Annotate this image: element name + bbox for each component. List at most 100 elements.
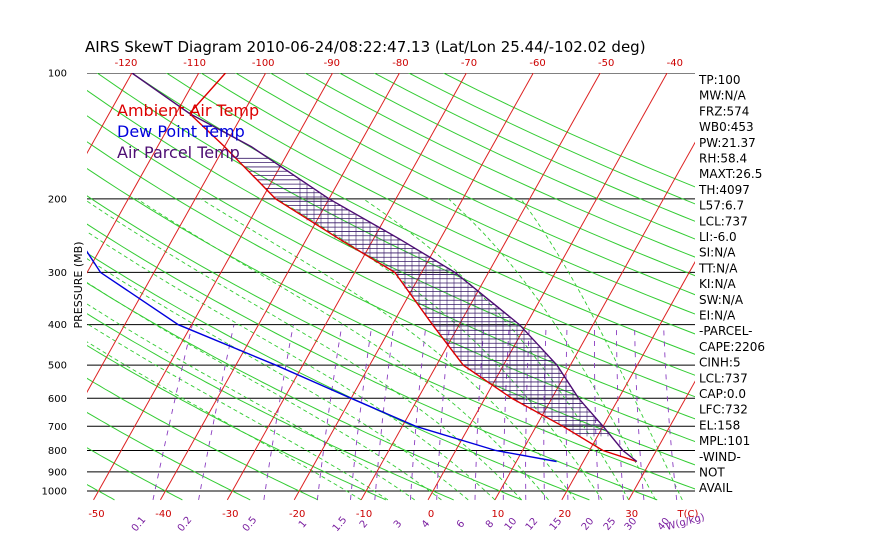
series-line-2 <box>87 250 557 463</box>
mixing-ratio-line <box>543 324 547 500</box>
moist-adiabat <box>87 323 389 501</box>
stat-line: -PARCEL- <box>699 324 753 338</box>
series-line-3 <box>131 73 638 463</box>
mixing-ratio-line <box>594 324 600 500</box>
stat-line: LCL:737 <box>699 371 748 385</box>
mixing-ratio-line <box>350 324 373 500</box>
pressure-tick-label: 1000 <box>42 487 67 498</box>
mixing-ratio-tick-label: 4 <box>420 518 433 530</box>
mixing-ratio-line <box>615 324 624 500</box>
stat-line: TT:N/A <box>698 261 738 275</box>
stat-line: LI:-6.0 <box>699 230 737 244</box>
stat-line: PW:21.37 <box>699 136 756 150</box>
legend-entry-1: Ambient Air Temp <box>117 101 259 120</box>
dry-adiabat <box>166 73 695 335</box>
isotherm <box>293 73 534 501</box>
moist-adiabat <box>87 231 496 501</box>
mixing-ratio-line <box>436 324 451 500</box>
top-temp-tick-label: -80 <box>392 58 408 69</box>
stat-line: FRZ:574 <box>699 104 749 118</box>
mixing-ratio-line <box>565 324 569 500</box>
y-axis-label: PRESSURE (MB) <box>72 242 85 329</box>
mixing-ratio-line <box>374 324 395 500</box>
stat-line: MAXT:26.5 <box>699 167 762 181</box>
mixing-ratio-line <box>263 324 294 500</box>
series-line-1 <box>188 73 638 463</box>
stat-line: SI:N/A <box>699 246 736 260</box>
dry-adiabat <box>87 344 387 501</box>
moist-adiabat <box>87 341 362 501</box>
legend-entry-2: Dew Point Temp <box>117 122 245 141</box>
stat-line: AVAIL <box>699 481 733 495</box>
stat-line: KI:N/A <box>699 277 736 291</box>
legend: Ambient Air Temp Dew Point Temp Air Parcel… <box>117 101 259 162</box>
isotherm <box>87 73 267 394</box>
mixing-ratio-line <box>502 324 510 500</box>
stat-line: LFC:732 <box>699 403 748 417</box>
isotherm <box>226 73 467 501</box>
top-temp-tick-label: -60 <box>529 58 545 69</box>
isotherm <box>494 141 695 501</box>
dry-adiabat <box>235 73 695 296</box>
stat-line: CAPE:2206 <box>699 340 765 354</box>
dry-adiabat <box>304 73 695 258</box>
chart-title: AIRS SkewT Diagram 2010-06-24/08:22:47.1… <box>85 38 646 56</box>
pressure-tick-label: 200 <box>48 194 67 205</box>
bottom-temp-tick-label: 0 <box>428 509 434 520</box>
mixing-ratio-tick-label: 2 <box>358 518 371 530</box>
dry-adiabat <box>87 115 695 420</box>
stat-line: RH:58.4 <box>699 152 747 166</box>
stat-line: CAP:0.0 <box>699 387 746 401</box>
pressure-tick-label: 600 <box>48 394 67 405</box>
top-temp-tick-label: -120 <box>115 58 138 69</box>
moist-adiabat <box>136 198 549 501</box>
stat-line: TP:100 <box>698 73 741 87</box>
stat-line: L57:6.7 <box>699 199 744 213</box>
top-temp-tick-label: -50 <box>598 58 614 69</box>
moist-adiabat <box>276 198 603 501</box>
pressure-tick-label: 900 <box>48 467 67 478</box>
moist-adiabat <box>87 200 523 501</box>
dry-adiabat <box>87 89 695 398</box>
mixing-ratio-tick-label: 3 <box>392 518 405 530</box>
dry-adiabat <box>87 282 522 501</box>
legend-entry-3: Air Parcel Temp <box>117 143 240 162</box>
isotherm <box>427 73 668 501</box>
top-temp-tick-label: -90 <box>324 58 340 69</box>
stat-line: TH:4097 <box>698 183 750 197</box>
dry-adiabat <box>96 73 695 376</box>
pressure-tick-label: 800 <box>48 446 67 457</box>
background-grid <box>87 73 695 501</box>
mixing-ratio-line <box>663 324 678 500</box>
dry-adiabat <box>200 73 695 315</box>
bottom-temp-tick-label: -50 <box>88 509 104 520</box>
bottom-temp-tick-label: 10 <box>492 509 505 520</box>
top-temp-tick-label: -100 <box>252 58 275 69</box>
stat-line: SW:N/A <box>699 293 744 307</box>
dry-adiabat <box>87 252 590 501</box>
mixing-ratio-line <box>152 324 193 500</box>
moist-adiabat <box>520 198 683 501</box>
isotherm <box>160 73 401 501</box>
stat-line: MW:N/A <box>699 89 747 103</box>
mixing-ratio-line <box>525 324 530 500</box>
stat-line: CINH:5 <box>699 356 741 370</box>
bottom-temp-tick-label: -10 <box>356 509 372 520</box>
bottom-temp-tick-label: -40 <box>155 509 171 520</box>
moist-adiabat <box>363 198 630 501</box>
stat-line: LCL:737 <box>699 214 748 228</box>
pressure-tick-label: 400 <box>48 320 67 331</box>
dry-adiabat <box>87 411 251 501</box>
bottom-temp-tick-label: 30 <box>625 509 638 520</box>
isotherm <box>93 73 334 501</box>
isotherm <box>87 73 133 155</box>
bottom-temp-tick-label: -30 <box>222 509 238 520</box>
mixing-ratio-line <box>198 324 235 500</box>
isotherm <box>87 73 200 274</box>
stat-line: EL:158 <box>699 418 740 432</box>
pressure-tick-label: 100 <box>48 69 67 80</box>
bottom-temp-tick-label: -20 <box>289 509 305 520</box>
series-group <box>87 73 638 463</box>
